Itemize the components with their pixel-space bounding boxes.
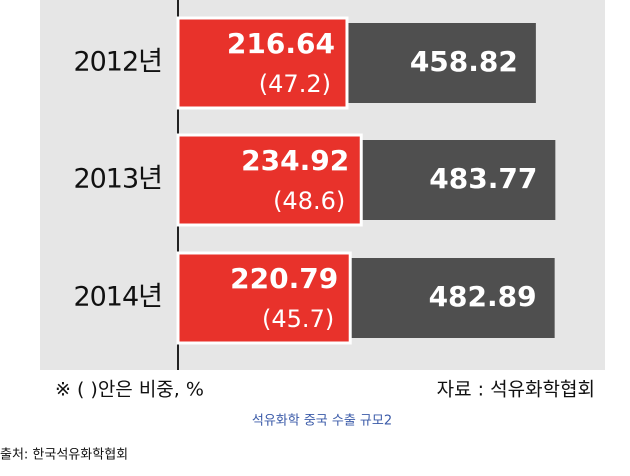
category-label: 2012년 xyxy=(73,47,162,78)
category-label: 2013년 xyxy=(73,164,162,195)
caption: 석유화학 중국 수출 규모2 xyxy=(252,414,392,429)
value-label: 458.82 xyxy=(410,45,518,78)
value-label: 216.64 xyxy=(227,27,335,60)
value-label: 483.77 xyxy=(429,162,537,195)
bar xyxy=(176,133,363,227)
value-label: 220.79 xyxy=(230,262,338,295)
credit: 출처: 한국석유화학협회 xyxy=(0,448,128,463)
share-label: (45.7) xyxy=(262,305,334,333)
bar xyxy=(176,16,349,110)
bar xyxy=(176,251,352,345)
category-label: 2014년 xyxy=(73,282,162,313)
source: 자료 : 석유화학협회 xyxy=(437,379,595,401)
value-label: 482.89 xyxy=(429,280,537,313)
share-label: (48.6) xyxy=(273,187,345,215)
share-label: (47.2) xyxy=(259,70,331,98)
value-label: 234.92 xyxy=(241,144,349,177)
note: ※ ( )안은 비중, % xyxy=(55,379,204,401)
